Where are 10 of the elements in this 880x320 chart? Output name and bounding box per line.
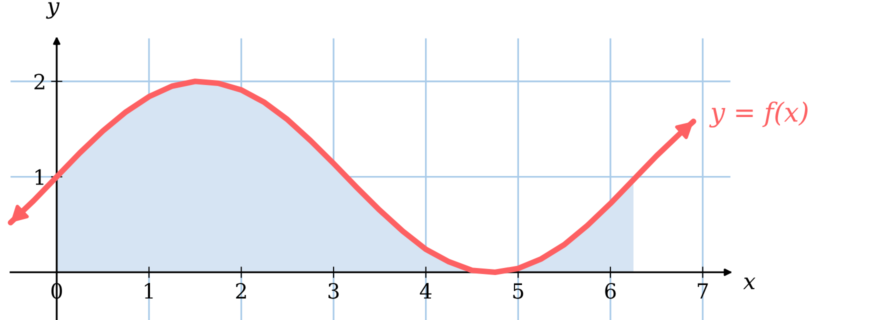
legend-label: y = f(x) — [709, 102, 808, 128]
x-tick-label: 7 — [698, 283, 708, 299]
x-tick-label: 2 — [236, 283, 246, 299]
x-tick-label: 5 — [513, 283, 524, 299]
x-axis-title: x — [743, 278, 756, 290]
x-tick-label: 4 — [420, 283, 432, 299]
x-tick-label: 1 — [144, 283, 153, 299]
x-tick-label: 6 — [605, 283, 616, 299]
y-axis-title: y — [46, 2, 60, 19]
x-tick-label: 3 — [328, 283, 339, 299]
